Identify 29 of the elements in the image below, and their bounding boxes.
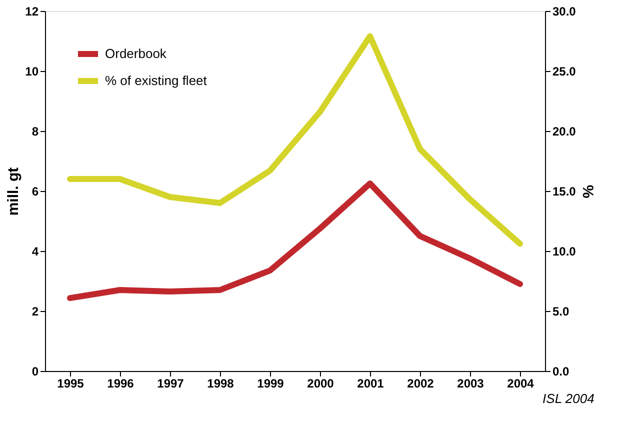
y2-tick-label: 25.0 — [552, 64, 576, 78]
text: ISL 2004 — [542, 391, 594, 406]
x-tick-label: 2001 — [357, 376, 384, 390]
y2-tick-label: 0.0 — [552, 364, 570, 378]
x-tick-label: 1995 — [57, 376, 84, 390]
x-tick-label: 1997 — [157, 376, 184, 390]
x-tick-label: 1996 — [107, 376, 134, 390]
legend-label: % of existing fleet — [105, 73, 208, 88]
x-tick-label: 2003 — [457, 376, 484, 390]
y2-tick-label: 30.0 — [552, 4, 576, 18]
y2-tick-label: 20.0 — [552, 124, 576, 138]
x-tick-label: 2000 — [307, 376, 334, 390]
x-tick-label: 1999 — [257, 376, 284, 390]
y-tick-label: 4 — [32, 244, 39, 258]
y-tick-label: 6 — [32, 184, 39, 198]
y2-tick-label: 10.0 — [552, 244, 576, 258]
x-tick-label: 2004 — [507, 376, 534, 390]
y-tick-label: 10 — [25, 64, 39, 78]
y-tick-label: 0 — [32, 364, 39, 378]
y-tick-label: 2 — [32, 304, 39, 318]
y2-axis-title: % — [578, 184, 596, 198]
y-tick-label: 8 — [32, 124, 39, 138]
y2-tick-label: 15.0 — [552, 184, 576, 198]
x-tick-label: 1998 — [207, 376, 234, 390]
y2-tick-label: 5.0 — [552, 304, 570, 318]
legend-label: Orderbook — [105, 46, 167, 61]
y-tick-label: 12 — [25, 4, 39, 18]
y-axis-title: mill. gt — [5, 167, 22, 216]
x-tick-label: 2002 — [407, 376, 434, 390]
